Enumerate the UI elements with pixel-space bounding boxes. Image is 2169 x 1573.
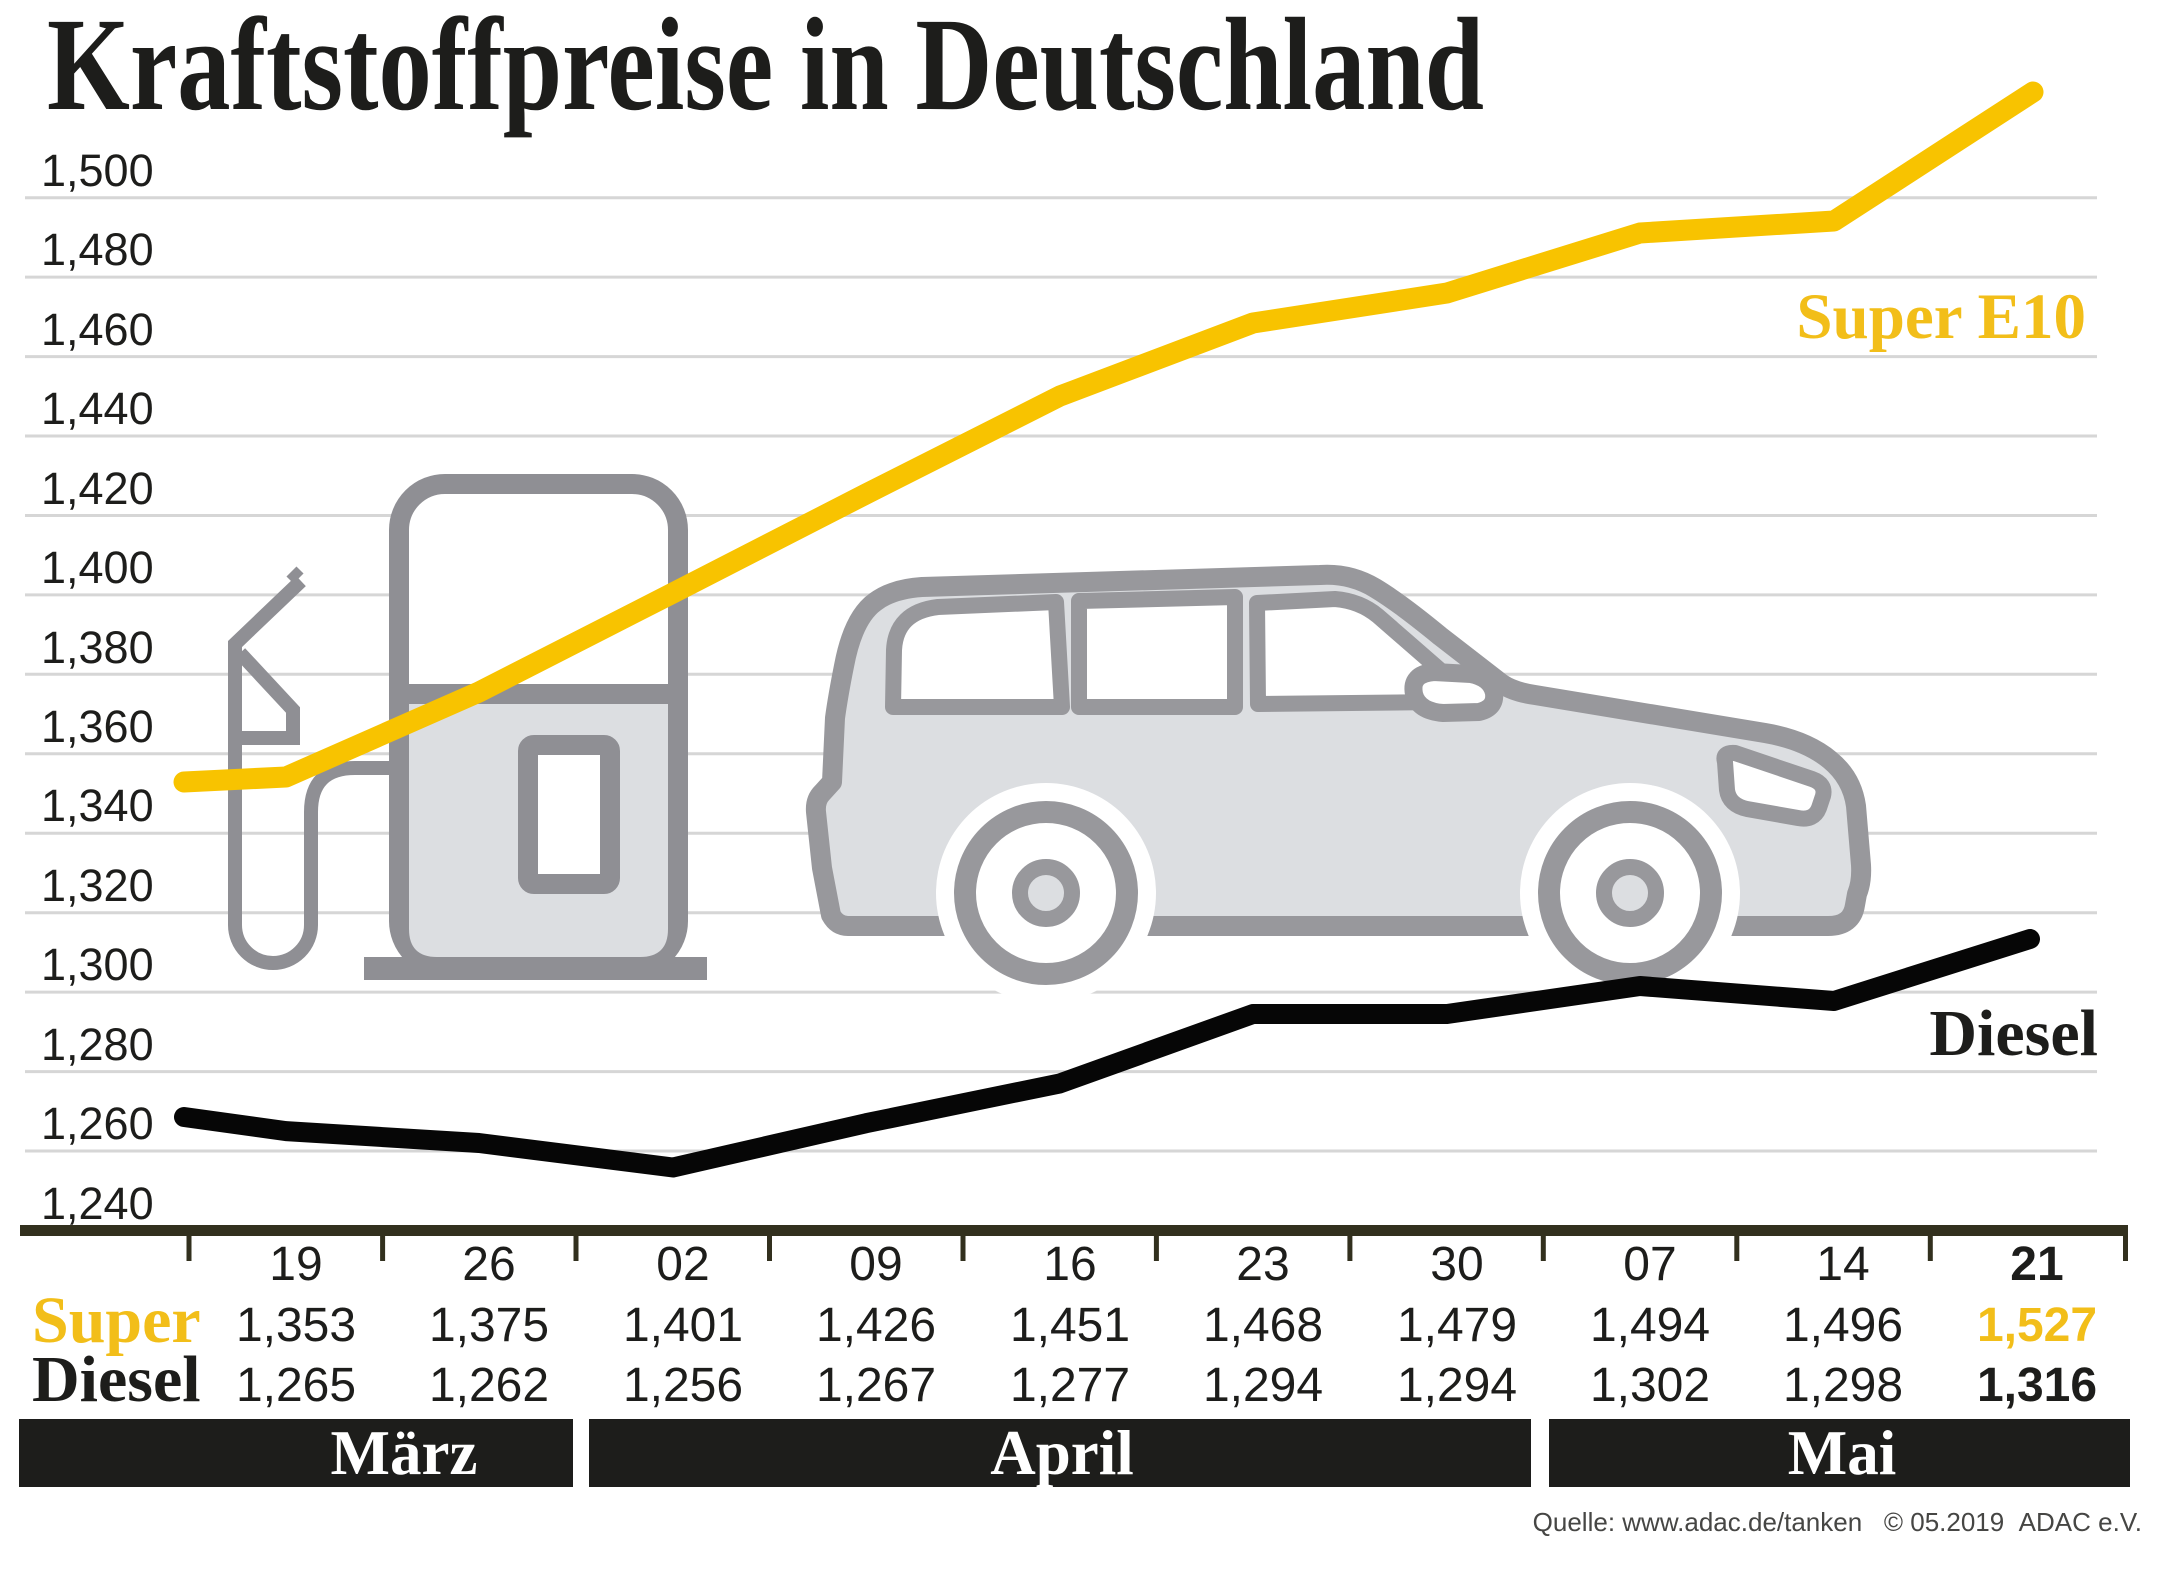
svg-text:1,527: 1,527 bbox=[1977, 1299, 2097, 1352]
svg-text:1,400: 1,400 bbox=[41, 542, 154, 593]
svg-text:1,480: 1,480 bbox=[41, 224, 154, 275]
svg-text:1,460: 1,460 bbox=[41, 304, 154, 355]
svg-text:1,320: 1,320 bbox=[41, 860, 154, 911]
svg-text:Super: Super bbox=[32, 1284, 201, 1357]
svg-text:1,280: 1,280 bbox=[41, 1019, 154, 1070]
svg-text:19: 19 bbox=[269, 1238, 322, 1291]
svg-text:30: 30 bbox=[1430, 1238, 1483, 1291]
svg-text:02: 02 bbox=[656, 1238, 709, 1291]
svg-text:1,267: 1,267 bbox=[816, 1359, 936, 1412]
svg-text:1,360: 1,360 bbox=[41, 701, 154, 752]
svg-text:1,440: 1,440 bbox=[41, 383, 154, 434]
svg-text:26: 26 bbox=[462, 1238, 515, 1291]
svg-text:März: März bbox=[331, 1418, 478, 1488]
svg-text:1,260: 1,260 bbox=[41, 1098, 154, 1149]
svg-text:1,262: 1,262 bbox=[429, 1359, 549, 1412]
svg-text:1,375: 1,375 bbox=[429, 1299, 549, 1352]
svg-text:1,294: 1,294 bbox=[1203, 1359, 1323, 1412]
svg-text:Diesel: Diesel bbox=[32, 1343, 201, 1416]
svg-text:09: 09 bbox=[849, 1238, 902, 1291]
svg-text:1,340: 1,340 bbox=[41, 780, 154, 831]
svg-text:Kraftstoffpreise in Deutschlan: Kraftstoffpreise in Deutschland bbox=[47, 0, 1484, 138]
svg-text:1,277: 1,277 bbox=[1010, 1359, 1130, 1412]
svg-text:1,256: 1,256 bbox=[623, 1359, 743, 1412]
svg-text:1,426: 1,426 bbox=[816, 1299, 936, 1352]
svg-text:1,451: 1,451 bbox=[1010, 1299, 1130, 1352]
svg-text:1,265: 1,265 bbox=[236, 1359, 356, 1412]
svg-text:1,420: 1,420 bbox=[41, 463, 154, 514]
svg-text:1,298: 1,298 bbox=[1783, 1359, 1903, 1412]
svg-text:1,468: 1,468 bbox=[1203, 1299, 1323, 1352]
svg-text:1,316: 1,316 bbox=[1977, 1359, 2097, 1412]
svg-text:Super E10: Super E10 bbox=[1796, 281, 2086, 353]
svg-text:14: 14 bbox=[1816, 1238, 1869, 1291]
svg-text:1,302: 1,302 bbox=[1590, 1359, 1710, 1412]
svg-text:1,479: 1,479 bbox=[1397, 1299, 1517, 1352]
svg-text:21: 21 bbox=[2010, 1238, 2063, 1291]
svg-text:1,380: 1,380 bbox=[41, 622, 154, 673]
svg-text:April: April bbox=[990, 1418, 1134, 1488]
svg-text:Mai: Mai bbox=[1788, 1418, 1896, 1488]
svg-text:16: 16 bbox=[1043, 1238, 1096, 1291]
svg-text:1,240: 1,240 bbox=[41, 1178, 154, 1229]
svg-text:1,353: 1,353 bbox=[236, 1299, 356, 1352]
svg-text:1,294: 1,294 bbox=[1397, 1359, 1517, 1412]
svg-text:1,496: 1,496 bbox=[1783, 1299, 1903, 1352]
svg-text:Diesel: Diesel bbox=[1929, 997, 2098, 1070]
svg-text:1,494: 1,494 bbox=[1590, 1299, 1710, 1352]
svg-text:07: 07 bbox=[1623, 1238, 1676, 1291]
svg-text:23: 23 bbox=[1236, 1238, 1289, 1291]
svg-text:1,500: 1,500 bbox=[41, 145, 154, 196]
svg-text:1,300: 1,300 bbox=[41, 939, 154, 990]
svg-text:1,401: 1,401 bbox=[623, 1299, 743, 1352]
svg-text:Quelle: www.adac.de/tanken ©: Quelle: www.adac.de/tanken © 05.2019 ADA… bbox=[1533, 1507, 2142, 1537]
